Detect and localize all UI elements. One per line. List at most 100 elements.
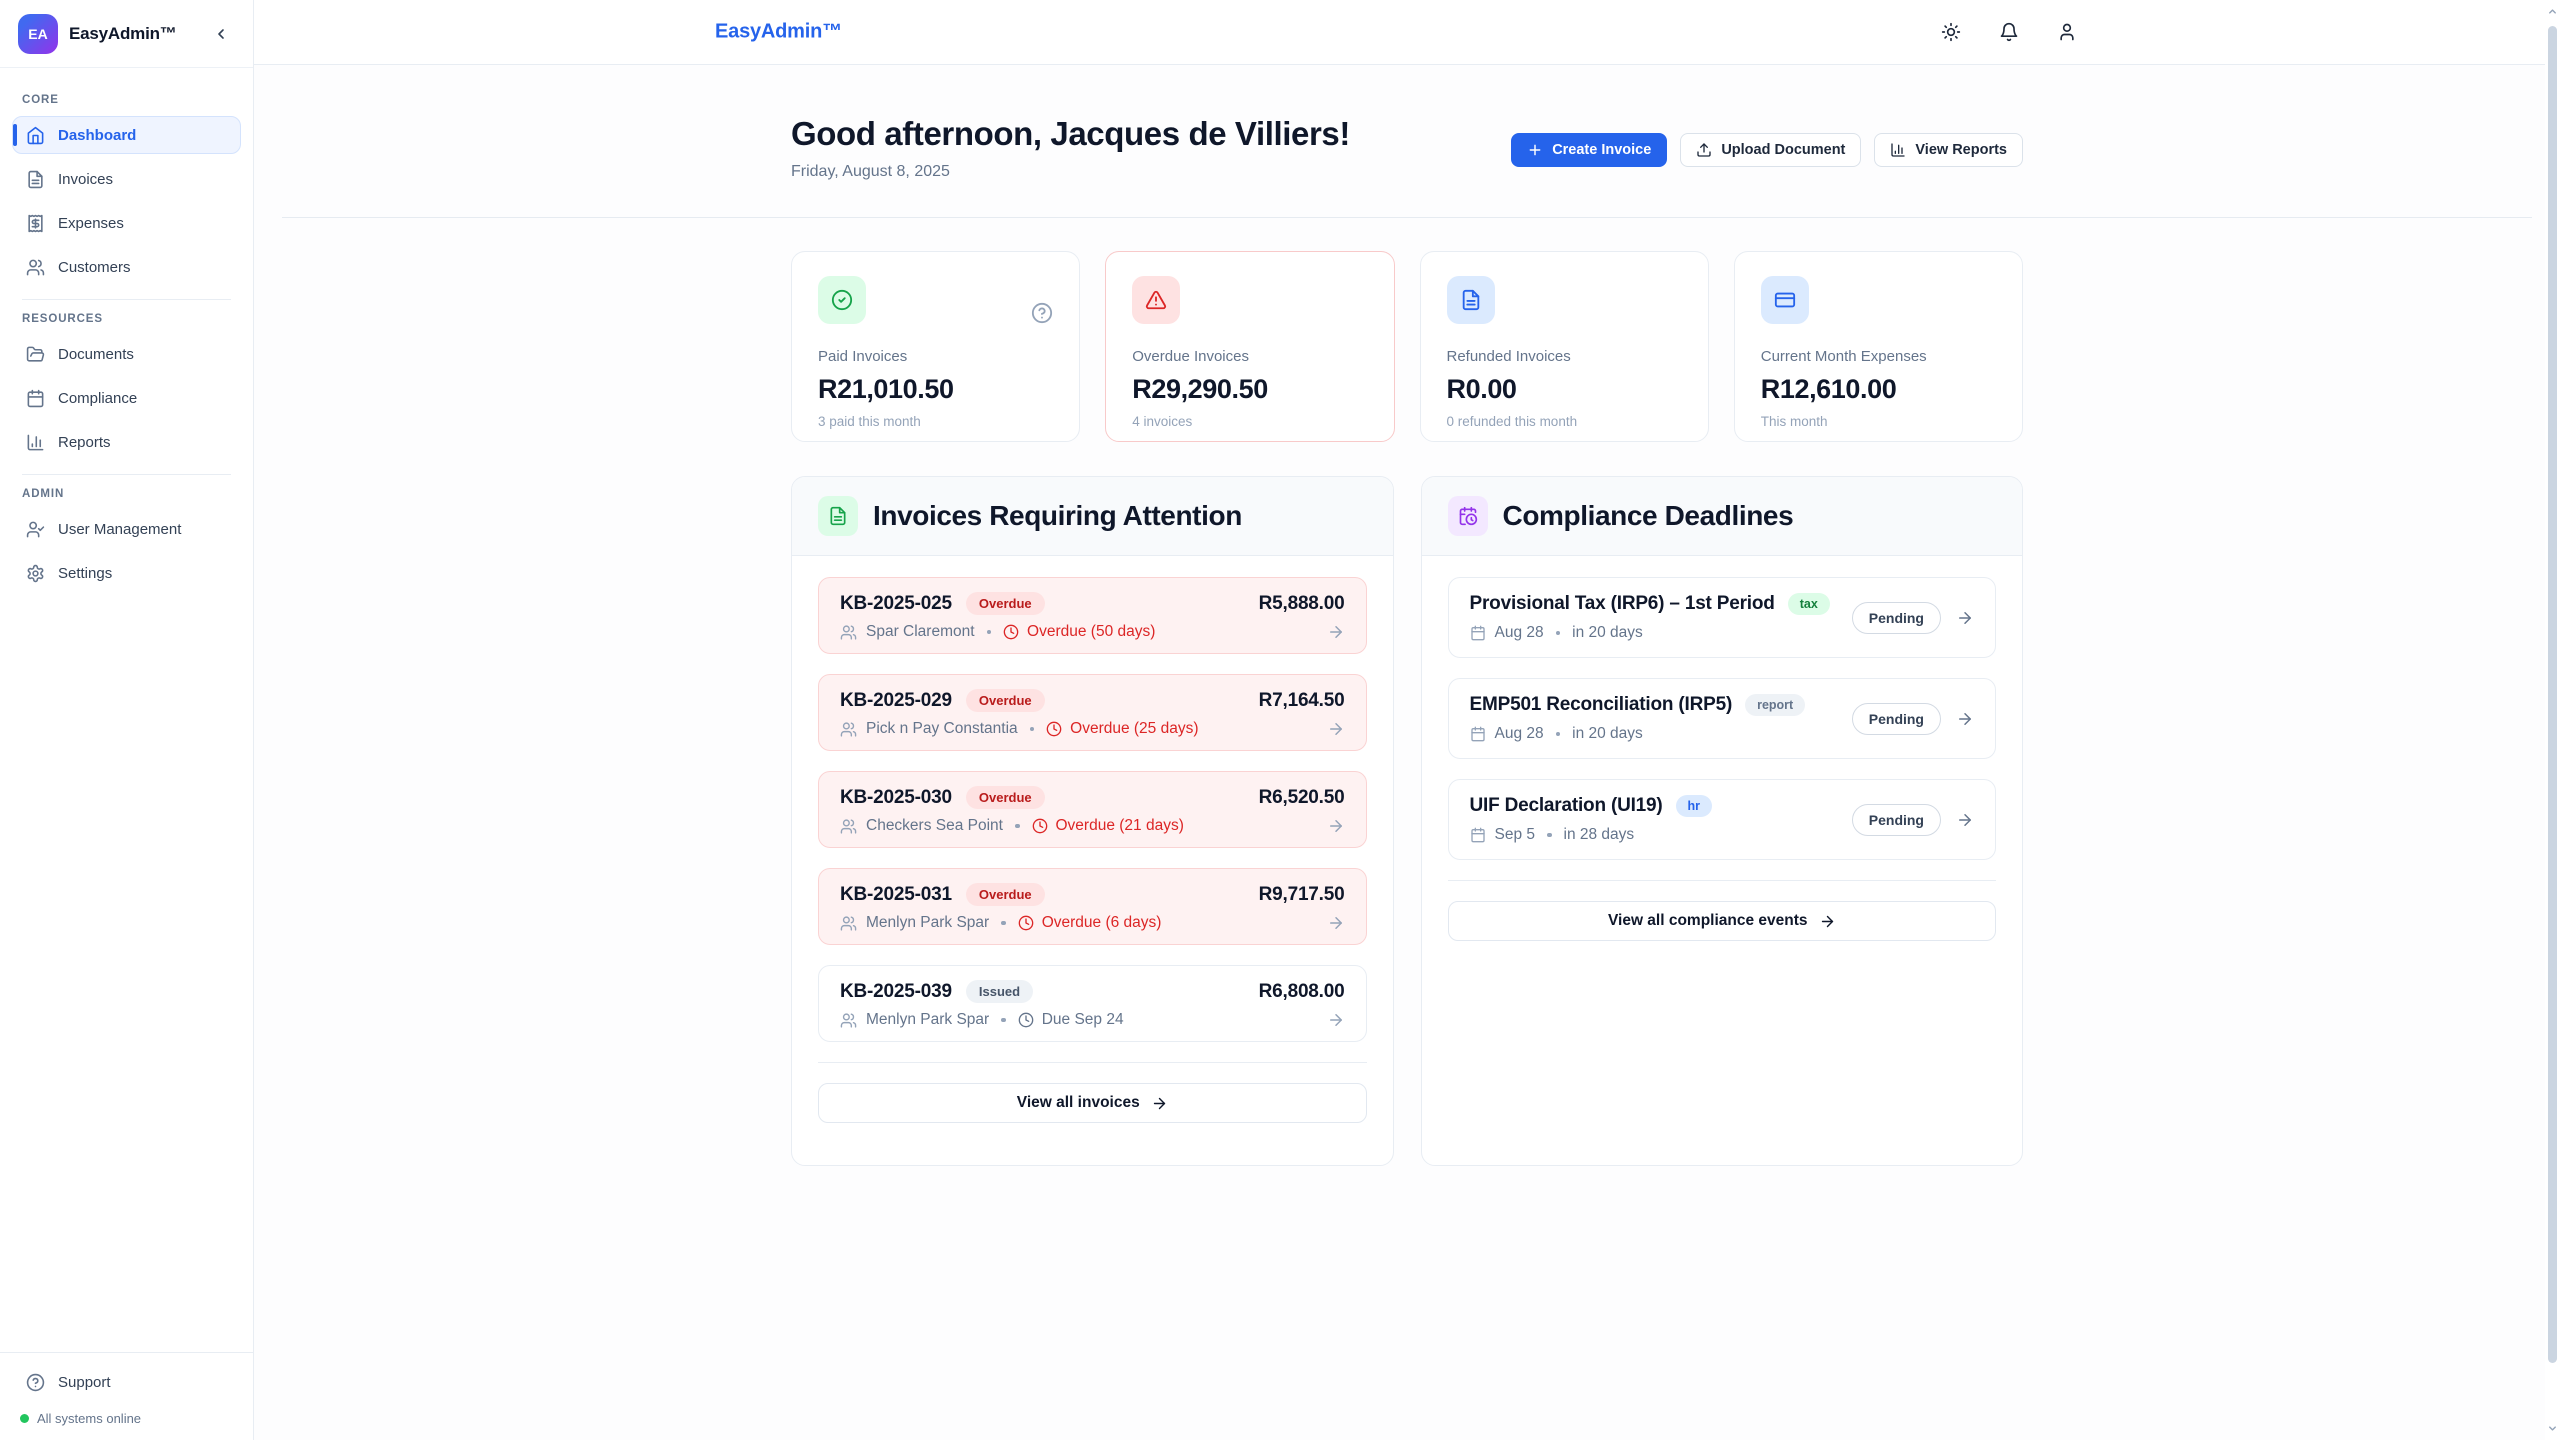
compliance-title: UIF Declaration (UI19) — [1469, 795, 1663, 816]
arrow-right-icon[interactable] — [1956, 811, 1974, 829]
upload-document-button[interactable]: Upload Document — [1680, 133, 1862, 167]
sidebar-item-label: Expenses — [58, 214, 124, 232]
stats-row: Paid Invoices R21,010.50 3 paid this mon… — [791, 251, 2023, 442]
topbar-actions — [1932, 13, 2086, 51]
dot-separator — [1555, 731, 1561, 737]
sidebar-footer: Support All systems online — [0, 1352, 253, 1440]
section-divider — [282, 217, 2532, 218]
sidebar-item-expenses[interactable]: Expenses — [12, 204, 241, 242]
sidebar-header: EA EasyAdmin™ — [0, 0, 253, 68]
sun-icon — [1941, 22, 1961, 42]
users-icon — [840, 721, 857, 738]
folder-icon — [26, 345, 45, 364]
invoice-customer: Pick n Pay Constantia — [866, 720, 1018, 737]
sidebar: EA EasyAdmin™ CORE Dashboard Invoices — [0, 0, 254, 1440]
scroll-down-icon[interactable] — [2547, 1423, 2558, 1434]
hero-section: Good afternoon, Jacques de Villiers! Fri… — [791, 115, 2023, 181]
sidebar-item-invoices[interactable]: Invoices — [12, 160, 241, 198]
help-circle-icon[interactable] — [1031, 302, 1053, 324]
compliance-list: Provisional Tax (IRP6) – 1st Period tax … — [1422, 556, 2023, 1165]
invoice-amount: R5,888.00 — [1258, 592, 1345, 614]
sidebar-item-label: Invoices — [58, 170, 114, 188]
user-check-icon — [26, 520, 45, 539]
sidebar-item-documents[interactable]: Documents — [12, 335, 241, 373]
stat-card-overdue-invoices: Overdue Invoices R29,290.50 4 invoices — [1105, 251, 1395, 442]
sidebar-item-reports[interactable]: Reports — [12, 423, 241, 461]
sidebar-item-label: Customers — [58, 258, 131, 276]
create-invoice-button[interactable]: Create Invoice — [1511, 133, 1668, 167]
sidebar-item-customers[interactable]: Customers — [12, 248, 241, 286]
user-icon — [2057, 22, 2077, 42]
compliance-date: Aug 28 — [1494, 725, 1544, 742]
compliance-row[interactable]: UIF Declaration (UI19) hr Sep 5 in 28 da… — [1447, 779, 1996, 860]
arrow-right-icon[interactable] — [1327, 623, 1345, 641]
check-circle-icon — [818, 276, 866, 324]
profile-button[interactable] — [2048, 13, 2086, 51]
scrollbar-thumb[interactable] — [2548, 26, 2557, 1363]
invoice-row[interactable]: KB-2025-031 Overdue R9,717.50 Menlyn Par… — [818, 868, 1367, 945]
compliance-date: Aug 28 — [1494, 624, 1544, 641]
sidebar-item-compliance[interactable]: Compliance — [12, 379, 241, 417]
page-title: EasyAdmin™ — [715, 20, 842, 43]
arrow-right-icon[interactable] — [1956, 710, 1974, 728]
theme-toggle-button[interactable] — [1932, 13, 1970, 51]
sidebar-item-label: Compliance — [58, 389, 138, 407]
invoice-amount: R6,520.50 — [1258, 786, 1345, 808]
invoice-number: KB-2025-039 — [840, 980, 952, 1002]
gear-icon — [26, 564, 45, 583]
invoice-due: Overdue (50 days) — [1003, 623, 1155, 641]
stat-label: Overdue Invoices — [1132, 348, 1249, 365]
file-text-icon — [1446, 276, 1495, 324]
stat-value: R21,010.50 — [818, 374, 954, 404]
sidebar-item-dashboard[interactable]: Dashboard — [12, 116, 241, 154]
dot-separator — [1001, 920, 1006, 926]
compliance-row[interactable]: EMP501 Reconciliation (IRP5) report Aug … — [1447, 678, 1996, 759]
invoice-row[interactable]: KB-2025-025 Overdue R5,888.00 Spar Clare… — [818, 577, 1367, 654]
view-all-invoices-button[interactable]: View all invoices — [818, 1083, 1367, 1123]
status-badge: Overdue — [965, 689, 1045, 712]
view-reports-button[interactable]: View Reports — [1874, 133, 2023, 167]
bar-chart-icon — [1890, 142, 1906, 158]
arrow-right-icon[interactable] — [1327, 720, 1345, 738]
invoice-row[interactable]: KB-2025-039 Issued R6,808.00 Menlyn Park… — [818, 965, 1367, 1042]
stat-label: Refunded Invoices — [1446, 348, 1571, 365]
invoice-number: KB-2025-031 — [840, 883, 952, 905]
hero-actions: Create Invoice Upload Document View Repo… — [1511, 133, 2023, 167]
stat-label: Paid Invoices — [818, 348, 908, 365]
invoice-row[interactable]: KB-2025-029 Overdue R7,164.50 Pick n Pay… — [818, 674, 1367, 751]
arrow-right-icon[interactable] — [1327, 817, 1345, 835]
sidebar-collapse-button[interactable] — [207, 20, 235, 48]
notifications-button[interactable] — [1990, 13, 2028, 51]
system-status: All systems online — [12, 1407, 241, 1426]
bell-icon — [1999, 22, 2019, 42]
arrow-right-icon — [1819, 913, 1836, 930]
invoice-row[interactable]: KB-2025-030 Overdue R6,520.50 Checkers S… — [818, 771, 1367, 848]
plus-icon — [1527, 142, 1543, 158]
view-all-compliance-button[interactable]: View all compliance events — [1447, 901, 1996, 941]
calendar-icon — [1470, 726, 1486, 742]
sidebar-item-support[interactable]: Support — [12, 1363, 241, 1401]
arrow-right-icon[interactable] — [1327, 1011, 1345, 1029]
dot-separator — [1029, 726, 1035, 732]
vertical-scrollbar[interactable] — [2545, 0, 2560, 1440]
view-reports-label: View Reports — [1915, 142, 2007, 158]
nav-section-label-resources: RESOURCES — [22, 313, 103, 325]
status-badge: Overdue — [965, 786, 1045, 809]
sidebar-item-label: Documents — [58, 345, 134, 363]
file-text-icon — [818, 496, 858, 536]
greeting-date: Friday, August 8, 2025 — [791, 163, 950, 180]
sidebar-item-user-management[interactable]: User Management — [12, 510, 241, 548]
clock-icon — [1046, 721, 1062, 737]
scroll-up-icon[interactable] — [2547, 6, 2558, 17]
users-icon — [840, 624, 857, 641]
arrow-right-icon[interactable] — [1327, 914, 1345, 932]
sidebar-item-settings[interactable]: Settings — [12, 554, 241, 592]
arrow-right-icon[interactable] — [1956, 609, 1974, 627]
dot-separator — [1001, 1017, 1006, 1023]
nav-divider — [22, 474, 231, 475]
stat-subtext: This month — [1760, 414, 1828, 429]
compliance-relative-date: in 20 days — [1572, 624, 1643, 641]
compliance-row[interactable]: Provisional Tax (IRP6) – 1st Period tax … — [1447, 577, 1996, 658]
category-tag: hr — [1675, 795, 1713, 817]
app-logo: EA — [18, 13, 58, 54]
